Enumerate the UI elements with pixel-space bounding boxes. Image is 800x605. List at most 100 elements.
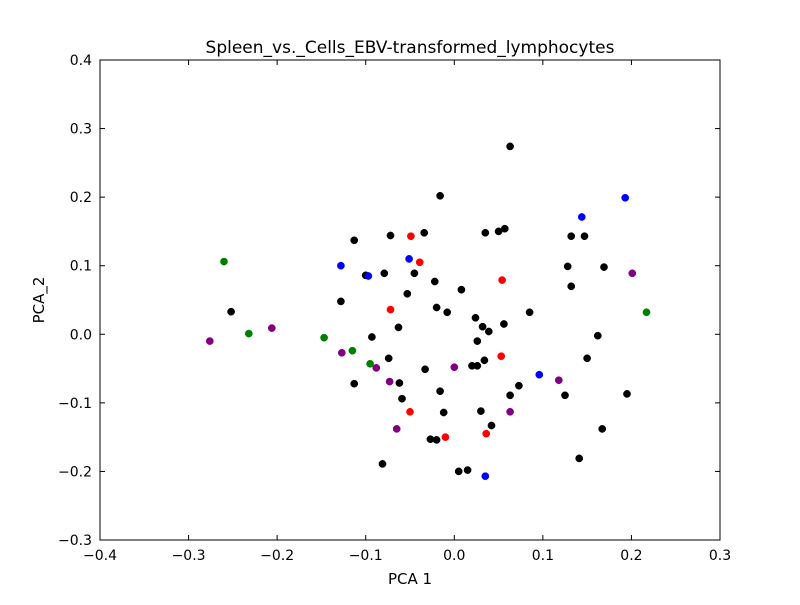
data-point — [471, 313, 480, 322]
data-point — [563, 262, 572, 271]
y-tick-label: 0.1 — [70, 259, 92, 275]
data-point — [473, 337, 482, 345]
data-point — [525, 308, 534, 317]
y-tick-label: −0.3 — [58, 533, 92, 549]
y-tick-label: 0.3 — [70, 122, 92, 138]
data-point — [473, 361, 482, 370]
points-layer — [205, 142, 651, 481]
data-point — [406, 407, 414, 416]
data-point — [439, 408, 448, 417]
data-point — [432, 303, 441, 312]
data-point — [577, 213, 586, 221]
y-tick-label: 0.4 — [70, 53, 92, 69]
data-point — [481, 228, 490, 237]
x-tick-label: 0.3 — [709, 548, 731, 564]
x-tick-label: 0.0 — [443, 548, 465, 564]
y-axis-label: PCA_2 — [30, 277, 49, 324]
data-point — [350, 236, 359, 245]
data-point — [621, 193, 630, 202]
data-point — [378, 460, 387, 468]
data-point — [500, 224, 509, 233]
data-point — [454, 467, 463, 476]
data-point — [484, 327, 493, 336]
data-point — [498, 276, 506, 284]
data-point — [350, 379, 359, 388]
ticks-layer: −0.4 −0.3 −0.2 −0.1 0.0 0.1 0.2 0.3−0.3−0.2−0.1… — [58, 53, 731, 564]
data-point — [337, 261, 345, 270]
data-point — [642, 308, 651, 317]
y-tick-label: −0.2 — [58, 464, 92, 480]
data-point — [205, 337, 214, 345]
data-point — [398, 394, 406, 403]
y-tick-label: −0.1 — [58, 396, 92, 412]
data-point — [320, 333, 328, 342]
data-point — [567, 232, 576, 241]
data-point — [441, 433, 450, 441]
chart-title: Spleen_vs._Cells_EBV-transformed_lymphoc… — [206, 38, 615, 58]
data-point — [407, 232, 415, 241]
data-point — [535, 370, 544, 379]
data-point — [385, 377, 394, 386]
data-point — [443, 308, 452, 317]
data-point — [415, 258, 424, 267]
data-point — [593, 331, 602, 340]
data-point — [598, 425, 607, 433]
data-point — [506, 407, 514, 416]
data-point — [436, 191, 444, 200]
data-point — [463, 466, 472, 474]
x-tick-label: 0.2 — [620, 548, 642, 564]
data-point — [386, 231, 395, 240]
data-point — [477, 407, 485, 415]
data-point — [554, 376, 563, 385]
data-point — [337, 348, 346, 357]
data-point — [497, 352, 506, 361]
data-point — [348, 346, 357, 355]
data-point — [420, 228, 429, 237]
data-point — [482, 429, 491, 438]
data-point — [500, 320, 508, 328]
data-point — [567, 282, 576, 291]
data-point — [220, 257, 228, 266]
data-point — [436, 387, 444, 396]
data-point — [580, 232, 589, 241]
y-tick-label: 0.2 — [70, 190, 92, 206]
data-point — [410, 269, 419, 278]
data-point — [386, 305, 395, 314]
data-point — [432, 436, 441, 444]
data-point — [364, 272, 373, 280]
data-point — [403, 289, 412, 298]
data-point — [395, 379, 404, 387]
data-point — [337, 297, 345, 306]
x-tick-label: −0.1 — [349, 548, 383, 564]
y-tick-label: 0.0 — [70, 327, 92, 343]
data-point — [506, 142, 514, 151]
data-point — [392, 425, 401, 433]
plot-area-frame — [99, 59, 721, 541]
data-point — [384, 354, 393, 363]
data-point — [480, 356, 489, 365]
data-point — [430, 277, 439, 286]
x-tick-label: −0.3 — [172, 548, 206, 564]
data-point — [583, 354, 591, 363]
data-point — [481, 472, 490, 481]
data-point — [506, 391, 514, 400]
data-point — [575, 454, 584, 463]
data-point — [366, 359, 374, 368]
x-axis-label: PCA 1 — [388, 570, 432, 588]
data-point — [478, 322, 487, 331]
data-point — [267, 324, 276, 332]
x-tick-label: −0.4 — [83, 548, 117, 564]
data-point — [487, 421, 496, 430]
x-tick-label: 0.1 — [532, 548, 554, 564]
data-point — [561, 391, 569, 400]
data-point — [227, 307, 235, 316]
data-point — [421, 365, 429, 374]
data-point — [244, 329, 253, 338]
x-tick-label: −0.2 — [260, 548, 294, 564]
data-point — [372, 364, 381, 372]
data-point — [623, 390, 631, 398]
data-point — [457, 285, 466, 294]
data-point — [368, 333, 376, 341]
data-point — [380, 269, 389, 278]
